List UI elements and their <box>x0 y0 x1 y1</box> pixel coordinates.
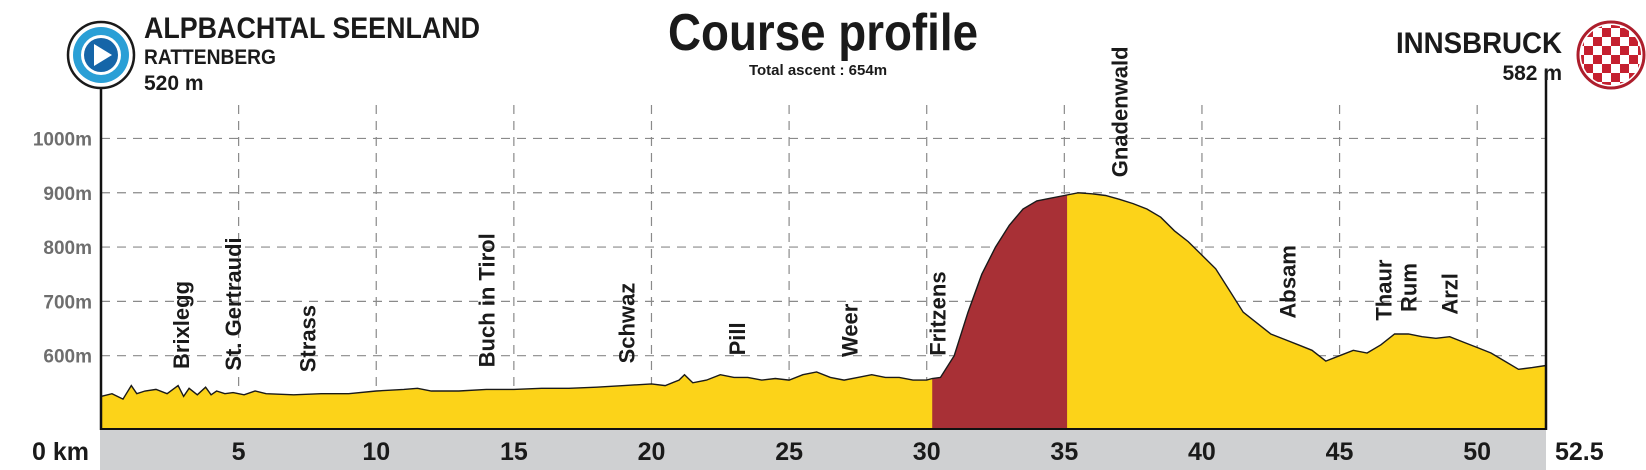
x-tick-label: 40 <box>1188 438 1216 466</box>
finish-checkered-flag-icon <box>1576 20 1646 90</box>
elevation-fill <box>101 192 1546 429</box>
start-elevation: 520 m <box>144 72 204 95</box>
elevation-outline <box>100 192 1547 401</box>
place-label: Brixlegg <box>169 281 194 369</box>
place-label: St. Gertraudi <box>221 237 246 370</box>
finish-name: INNSBRUCK <box>1396 27 1562 60</box>
elevation-area <box>100 192 1547 429</box>
place-label: Schwaz <box>615 283 640 364</box>
y-tick-label: 700m <box>43 292 92 313</box>
y-tick-label: 600m <box>43 347 92 368</box>
y-tick-label: 900m <box>43 184 92 205</box>
x-tick-label: 35 <box>1050 438 1078 466</box>
y-tick-label: 800m <box>43 238 92 259</box>
place-label: Rum <box>1396 263 1421 312</box>
place-label: Gnadenwald <box>1107 46 1132 177</box>
climb-segment <box>932 194 1068 429</box>
y-tick-labels: 600m 700m 800m 900m 1000m <box>33 129 92 367</box>
place-label: Buch in Tirol <box>474 233 499 367</box>
km-axis-band <box>100 430 1546 470</box>
x-tick-label: 20 <box>638 438 666 466</box>
place-label: Thaur <box>1372 259 1397 321</box>
chart-subtitle: Total ascent : 654m <box>749 62 887 79</box>
x-tick-label: 50 <box>1463 438 1491 466</box>
place-label: Fritzens <box>926 271 951 355</box>
x-tick-label: 25 <box>775 438 803 466</box>
place-label: Weer <box>838 303 863 357</box>
x-tick-label: 10 <box>362 438 390 466</box>
chart-title: Course profile <box>668 4 978 62</box>
place-label: Pill <box>725 322 750 355</box>
y-tick-label: 1000m <box>33 129 92 150</box>
place-label: Absam <box>1275 245 1300 318</box>
finish-elevation: 582 m <box>1502 62 1562 85</box>
start-sub: RATTENBERG <box>144 46 276 69</box>
x-tick-label: 45 <box>1326 438 1354 466</box>
x-tick-label: 5 <box>232 438 246 466</box>
x-tick-label: 15 <box>500 438 528 466</box>
start-play-icon <box>66 20 136 90</box>
place-labels: Brixlegg St. Gertraudi Strass Buch in Tirol… <box>169 46 1463 372</box>
x-tick-label: 52.5 <box>1555 438 1604 466</box>
x-tick-labels: 0 km 5 10 15 20 25 30 35 40 45 50 52.5 <box>32 438 1604 466</box>
place-label: Strass <box>295 305 320 372</box>
place-label: Arzl <box>1438 273 1463 315</box>
x-tick-label: 0 km <box>32 438 89 466</box>
start-name: ALPBACHTAL SEENLAND <box>144 12 480 45</box>
x-tick-label: 30 <box>913 438 941 466</box>
